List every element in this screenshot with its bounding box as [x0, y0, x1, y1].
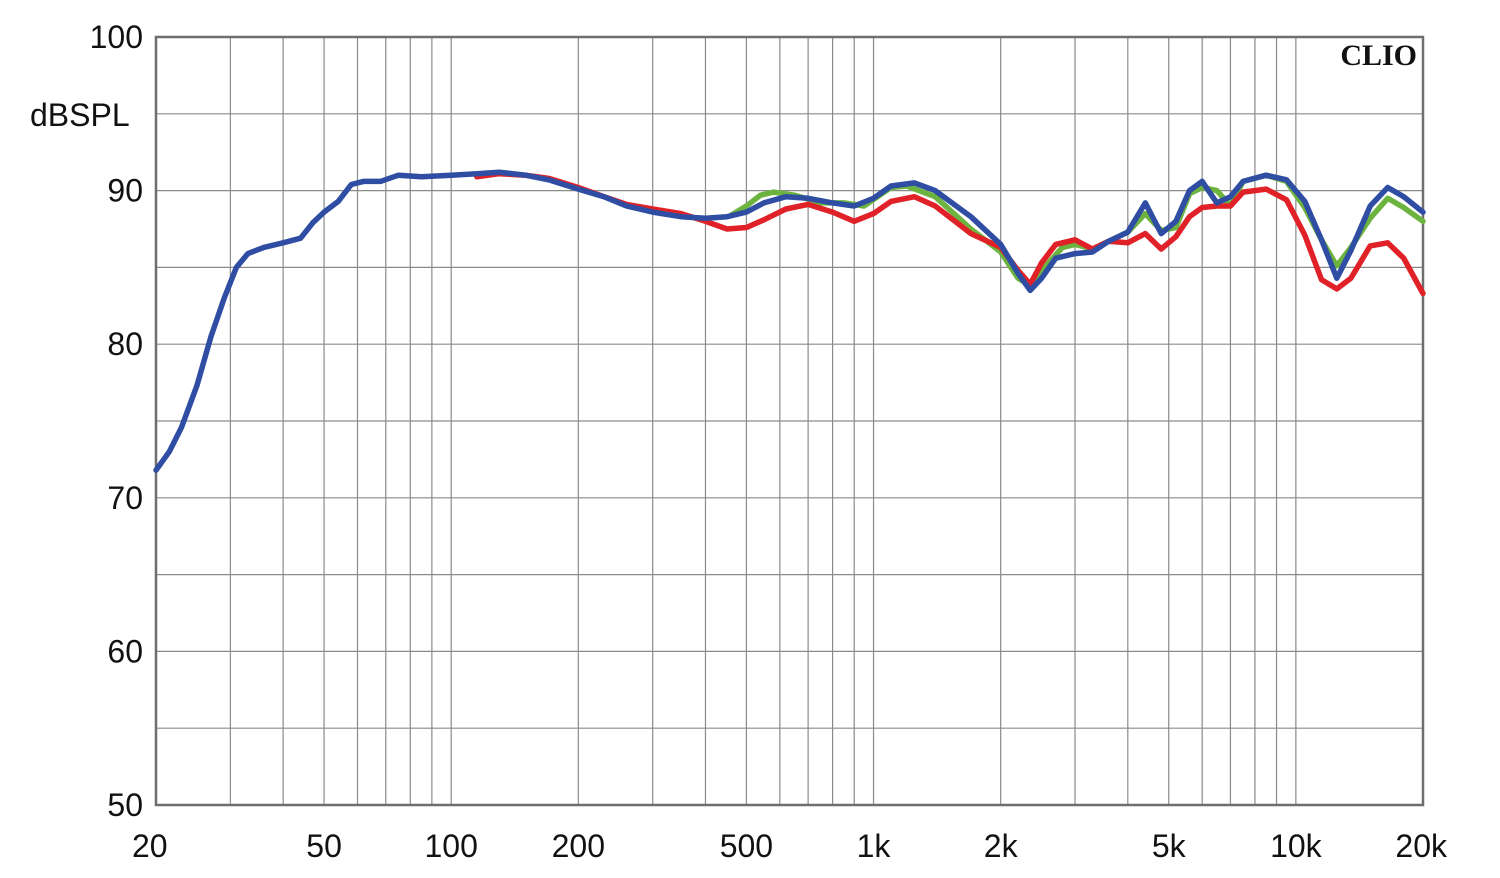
x-tick-label: 500	[720, 828, 773, 864]
y-tick-label: 90	[107, 173, 143, 209]
x-tick-labels: 20 50 100 200 500 1k 2k 5k 10k 20k	[132, 828, 1448, 864]
x-tick-label: 5k	[1152, 828, 1187, 864]
y-tick-label: 70	[107, 480, 143, 516]
y-tick-labels: 50 60 70 80 90 100	[90, 19, 143, 823]
x-tick-label: 50	[306, 828, 342, 864]
x-tick-label: 200	[552, 828, 605, 864]
x-tick-label: 1k	[857, 828, 892, 864]
x-tick-label: 20k	[1395, 828, 1448, 864]
y-tick-label: 50	[107, 787, 143, 823]
brand-label: CLIO	[1340, 39, 1417, 72]
y-tick-label: 100	[90, 19, 143, 55]
y-tick-label: 80	[107, 326, 143, 362]
plot-frame	[154, 35, 1425, 807]
grid	[156, 37, 1423, 805]
y-tick-label: 60	[107, 633, 143, 669]
series-line-3	[153, 169, 1426, 473]
x-tick-label: 20	[132, 828, 168, 864]
series-line-2	[474, 170, 1426, 297]
y-axis-label: dBSPL	[30, 97, 130, 133]
x-tick-label: 10k	[1270, 828, 1323, 864]
x-tick-label: 100	[425, 828, 478, 864]
x-tick-label: 2k	[984, 828, 1019, 864]
series-layer	[153, 169, 1426, 473]
